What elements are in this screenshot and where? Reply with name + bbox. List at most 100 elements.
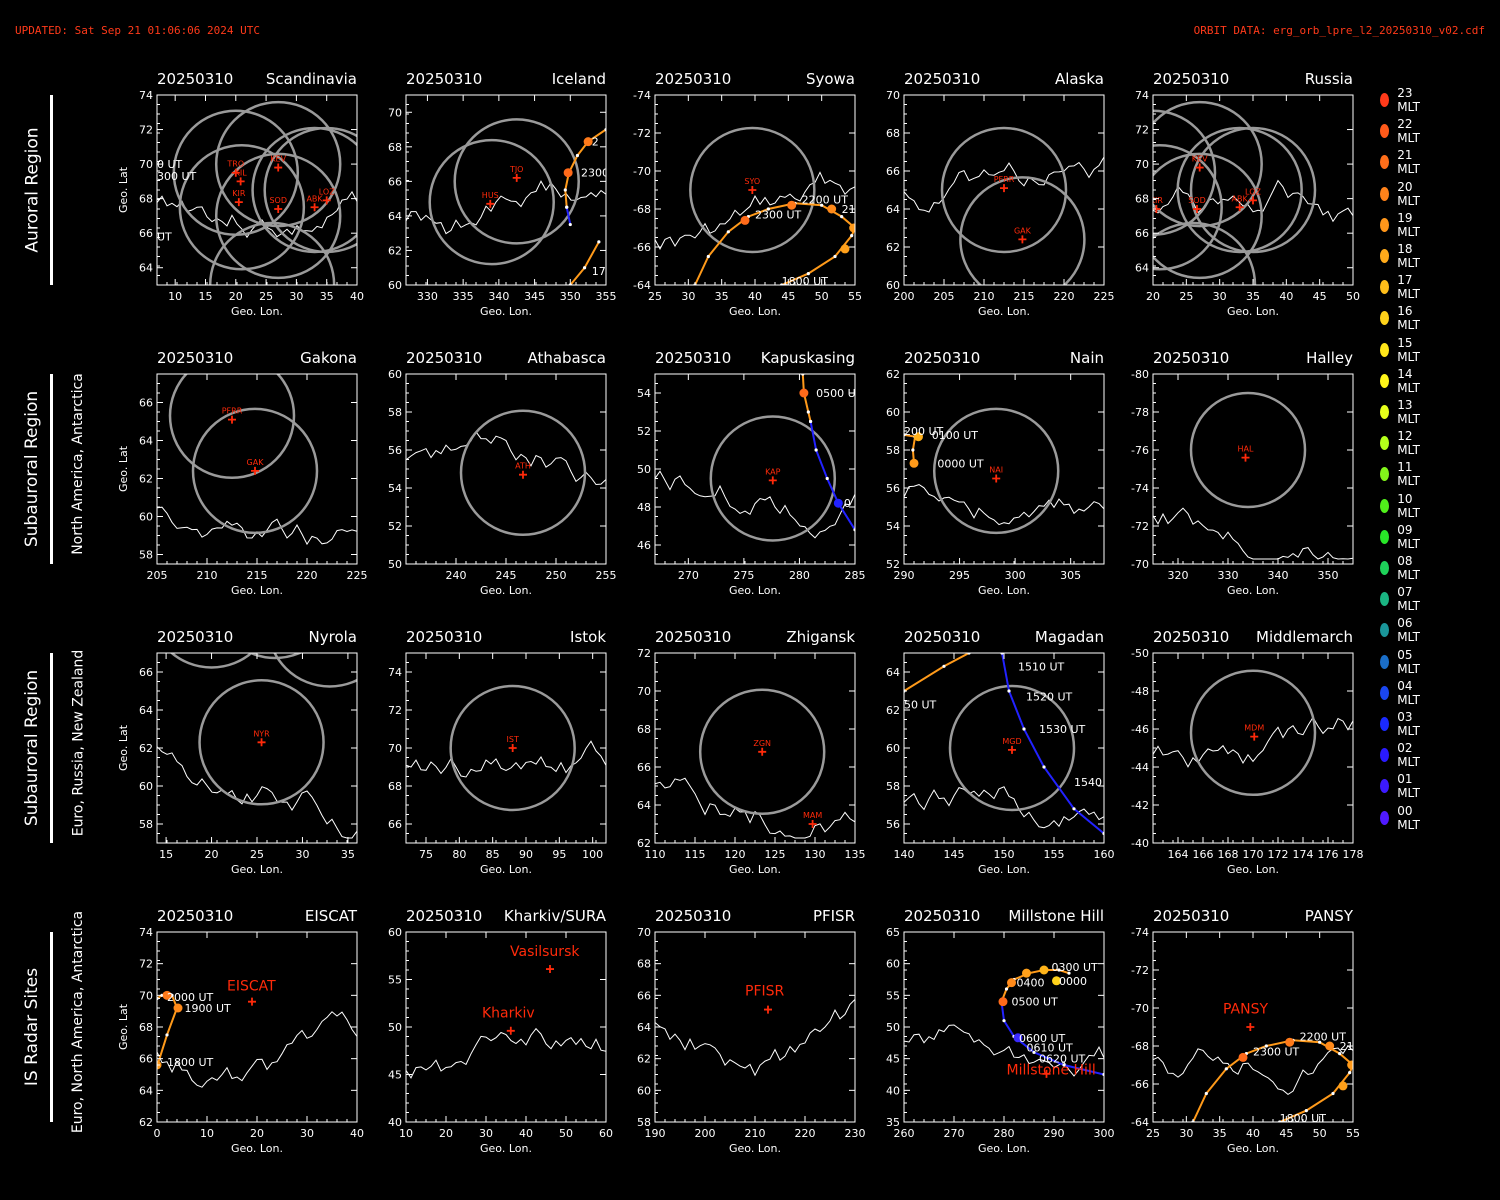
mlt-marker (827, 204, 837, 214)
x-tick-label: 290 (894, 569, 915, 582)
fov-circle (453, 118, 580, 245)
ut-label: 1800 UT (782, 275, 829, 288)
legend-label: 10 MLT (1397, 491, 1420, 520)
x-tick-label: 145 (944, 848, 965, 861)
y-tick-label: 56 (886, 482, 900, 495)
track-tick (840, 215, 844, 219)
coastline (406, 1027, 606, 1079)
x-tick-label: 55 (1346, 1127, 1360, 1140)
x-tick-label: 275 (733, 569, 754, 582)
x-tick-label: 45 (1279, 1127, 1293, 1140)
legend-swatch (1380, 249, 1390, 263)
x-tick-label: 230 (845, 1127, 866, 1140)
fov-circle (959, 176, 1086, 285)
map-panel-nyrola: 20250310 Nyrola NYR 15 20 25 30 35 58 60 62 64 66 Geo… (117, 628, 358, 876)
y-tick-label: 66 (637, 989, 651, 1002)
legend-swatch (1380, 217, 1390, 232)
x-tick-label: 115 (685, 848, 706, 861)
track-tick (1007, 689, 1011, 693)
ut-label: 200 UT (904, 425, 944, 438)
x-tick-label: 15 (159, 848, 173, 861)
panel-date: 20250310 (157, 349, 233, 367)
site-label: GAK (1014, 226, 1032, 235)
panel-frame (405, 931, 607, 1123)
legend-swatch (1380, 592, 1390, 607)
mlt-marker (849, 223, 855, 233)
x-tick-label: 20 (205, 848, 219, 861)
x-tick-label: 40 (350, 290, 364, 303)
site-marker (1008, 745, 1016, 754)
y-tick-label: -64 (1131, 1116, 1149, 1129)
site-marker (322, 196, 331, 205)
track-tick (1057, 968, 1061, 972)
x-tick-label: 220 (1054, 290, 1075, 303)
site-marker (519, 470, 527, 479)
x-tick-label: 45 (781, 290, 795, 303)
track-tick (726, 230, 730, 234)
y-tick-label: 54 (886, 520, 900, 533)
site-label: KIR (1150, 196, 1164, 205)
ut-label: 2 (592, 136, 599, 149)
legend-item: 02 MLT (1378, 741, 1425, 769)
fov-circle (198, 679, 325, 806)
x-axis-label: Geo. Lon. (978, 584, 1030, 597)
fov-circle (428, 138, 555, 266)
x-axis-label: Geo. Lon. (729, 863, 781, 876)
x-tick-label: 15 (198, 290, 212, 303)
panel-site-name: Athabasca (527, 349, 606, 367)
y-tick-label: 70 (637, 926, 651, 939)
legend-item: 22 MLT (1378, 117, 1425, 145)
fov-circle (169, 653, 254, 669)
x-tick-label: 295 (949, 569, 970, 582)
track-tick (766, 207, 770, 211)
y-tick-label: 64 (637, 799, 651, 812)
y-tick-label: -46 (1131, 723, 1149, 736)
track-tick (1224, 1067, 1228, 1071)
site-marker (228, 415, 236, 424)
x-tick-label: 335 (453, 290, 474, 303)
ut-label: 2300 (581, 167, 609, 180)
x-axis-label: Geo. Lon. (978, 863, 1030, 876)
x-axis-label: Geo. Lon. (231, 1142, 283, 1155)
y-tick-label: -74 (633, 89, 651, 102)
fov-circle (459, 409, 587, 537)
legend-item: 01 MLT (1378, 772, 1425, 800)
mlt-marker (583, 137, 593, 147)
x-tick-label: 176 (1318, 848, 1339, 861)
panel-frame (405, 94, 607, 286)
mlt-marker (563, 168, 573, 178)
map-panel-athabasca: 20250310 Athabasca ATH 240 245 250 255 50 52 54 56… (388, 349, 617, 597)
coastline (904, 484, 1104, 526)
track-tick (1042, 765, 1046, 769)
mlt-marker (787, 200, 797, 210)
site-label: ZGN (753, 739, 771, 748)
y-axis-label: Geo. Lat (117, 445, 130, 492)
mlt-marker (833, 498, 843, 508)
site-marker (234, 198, 243, 207)
coastline (904, 156, 1104, 213)
legend-swatch (1380, 561, 1390, 575)
fov-circle (1189, 669, 1317, 797)
x-tick-label: 30 (1213, 290, 1227, 303)
y-tick-label: 64 (1135, 262, 1149, 275)
site-marker (274, 163, 283, 172)
y-axis-label: Geo. Lat (117, 724, 130, 771)
y-tick-label: 60 (139, 511, 153, 524)
coastline (157, 746, 357, 839)
x-tick-label: 35 (341, 848, 355, 861)
track-tick (1318, 1040, 1322, 1044)
y-tick-label: 64 (139, 262, 153, 275)
legend-label: 14 MLT (1397, 366, 1420, 395)
ut-label: 1800 UT (1280, 1112, 1327, 1125)
radar-name: Kharkiv (482, 1006, 535, 1022)
site-marker (808, 820, 817, 828)
x-tick-label: 35 (1213, 1127, 1227, 1140)
y-tick-label: 60 (886, 406, 900, 419)
x-tick-label: 350 (560, 290, 581, 303)
panel-content: KAP 0500 U 0 (655, 374, 855, 542)
legend-label: 21 MLT (1397, 148, 1420, 177)
track-tick (1204, 1091, 1208, 1096)
